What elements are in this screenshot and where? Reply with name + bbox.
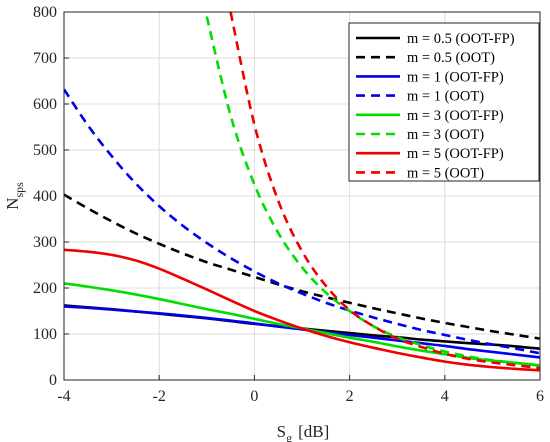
x-tick-label: -4: [57, 388, 70, 405]
legend-label: m = 5 (OOT): [407, 165, 484, 181]
series-line-4: [64, 88, 540, 355]
legend-box: [348, 22, 540, 182]
series-line-5: [64, 282, 540, 367]
series-line-8: [229, 12, 540, 370]
y-tick-label: 700: [33, 50, 57, 67]
y-axis-label: Nsps: [3, 182, 26, 210]
legend-label: m = 1 (OOT-FP): [407, 69, 504, 85]
y-tick-label: 400: [33, 188, 57, 205]
y-tick-label: 100: [33, 326, 57, 343]
legend-label: m = 3 (OOT): [407, 127, 484, 143]
series-line-7: [64, 248, 540, 372]
y-tick-label: 500: [33, 142, 57, 159]
legend-label: m = 0.5 (OOT): [407, 50, 495, 66]
x-tick-label: 4: [441, 388, 449, 405]
y-tick-label: 300: [33, 234, 57, 251]
y-tick-label: 0: [49, 372, 57, 389]
series-line-2: [64, 193, 540, 340]
legend: m = 0.5 (OOT-FP) m = 0.5 (OOT) m = 1 (OOT-…: [348, 22, 540, 182]
y-tick-label: 800: [33, 4, 57, 21]
axis-ticks: -4 -2 0 2 4 6 0 100 200 300 400 500 600 700 800: [33, 4, 544, 405]
x-tick-label: -2: [153, 388, 166, 405]
x-tick-label: 0: [250, 388, 258, 405]
series-layer: [64, 12, 540, 372]
legend-label: m = 5 (OOT-FP): [407, 146, 504, 162]
legend-label: m = 3 (OOT-FP): [407, 108, 504, 124]
y-tick-label: 200: [33, 280, 57, 297]
x-axis-label: Sg [dB]: [277, 422, 330, 442]
x-tick-label: 6: [536, 388, 544, 405]
legend-label: m = 0.5 (OOT-FP): [407, 31, 515, 47]
y-tick-label: 600: [33, 96, 57, 113]
legend-label: m = 1 (OOT): [407, 89, 484, 105]
x-tick-label: 2: [346, 388, 354, 405]
series-line-3: [64, 305, 540, 359]
